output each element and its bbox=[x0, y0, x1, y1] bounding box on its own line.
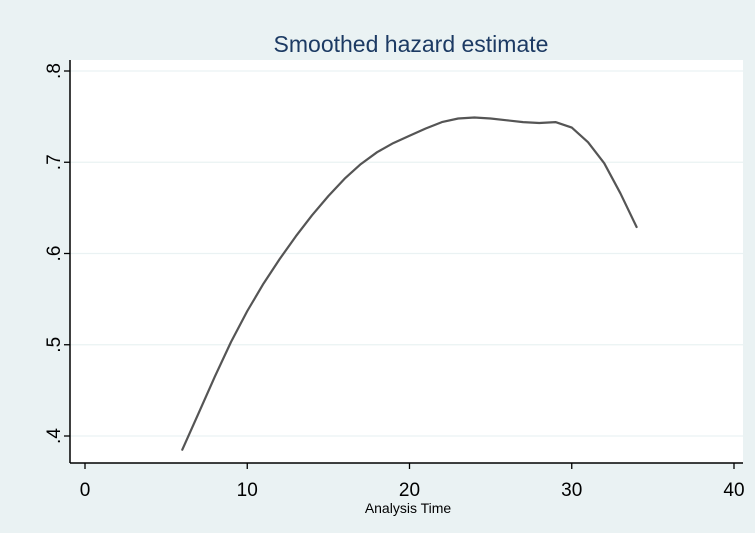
x-tick-label-4: 40 bbox=[723, 480, 744, 501]
y-tick-label-1: .5 bbox=[44, 337, 65, 353]
x-axis-title: Analysis Time bbox=[365, 500, 452, 516]
y-tick-label-3: .7 bbox=[44, 154, 65, 170]
chart-title: Smoothed hazard estimate bbox=[274, 31, 549, 57]
plot-area bbox=[70, 60, 743, 463]
x-tick-label-2: 20 bbox=[399, 480, 420, 501]
y-axis-ticks: .4 .5 .6 .7 .8 bbox=[44, 63, 70, 444]
x-tick-label-0: 0 bbox=[80, 480, 91, 501]
x-axis-ticks: 0 10 20 30 40 bbox=[80, 463, 745, 501]
x-tick-label-3: 30 bbox=[561, 480, 582, 501]
gridlines bbox=[70, 70, 743, 437]
x-tick-label-1: 10 bbox=[237, 480, 258, 501]
y-tick-label-2: .6 bbox=[44, 246, 65, 262]
y-tick-label-4: .8 bbox=[44, 63, 65, 79]
series-layer bbox=[181, 116, 638, 451]
y-tick-label-0: .4 bbox=[44, 428, 65, 444]
series-line-0 bbox=[181, 116, 638, 451]
